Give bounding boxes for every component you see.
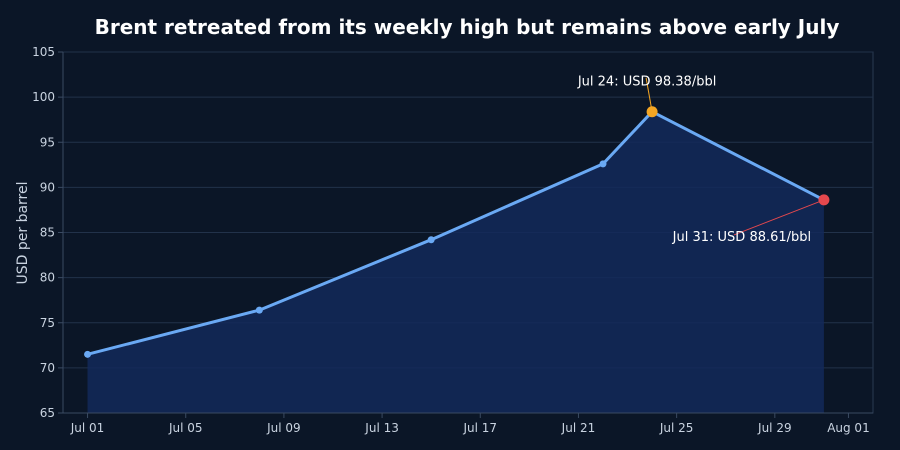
y-tick-label: 75 <box>40 316 55 330</box>
x-tick-label: Jul 09 <box>266 421 301 435</box>
annotations: Jul 24: USD 98.38/bbl Jul 31: USD 88.61/b… <box>577 75 830 245</box>
data-point <box>255 306 263 314</box>
annotation-leader <box>645 77 653 112</box>
data-points <box>84 160 607 358</box>
y-tick-label: 95 <box>40 135 55 149</box>
area-fill <box>87 111 824 413</box>
y-tick-label: 85 <box>40 226 55 240</box>
x-tick-label: Jul 17 <box>462 421 497 435</box>
y-tick-label: 70 <box>40 361 55 375</box>
y-tick-label: 100 <box>32 90 55 104</box>
x-tick-label: Jul 29 <box>757 421 792 435</box>
x-tick-label: Jul 13 <box>364 421 399 435</box>
x-tick-label: Jul 05 <box>168 421 203 435</box>
y-axis-label: USD per barrel <box>15 182 31 285</box>
area-fill-layer <box>87 111 824 413</box>
x-tick-label: Aug 01 <box>827 421 870 435</box>
data-point <box>427 236 435 244</box>
y-tick-label: 80 <box>40 271 55 285</box>
x-tick-label: Jul 21 <box>561 421 596 435</box>
highlight-point <box>646 106 658 118</box>
x-tick-label: Jul 01 <box>70 421 105 435</box>
series-line-layer <box>87 110 825 356</box>
annotation-leader <box>733 199 825 236</box>
y-tick-label: 90 <box>40 180 55 194</box>
annotation-label: Jul 31: USD 88.61/bbl <box>672 230 812 245</box>
series-line <box>87 110 825 356</box>
highlight-point <box>818 194 830 206</box>
axes: 65 70 75 80 85 90 95 100 105 Jul 01 Jul 05 Jul 09 Ju… <box>32 45 873 435</box>
x-tick-label: Jul 25 <box>659 421 694 435</box>
data-point <box>599 160 607 168</box>
annotation-label: Jul 24: USD 98.38/bbl <box>577 75 717 90</box>
data-point <box>84 350 92 358</box>
chart-title: Brent retreated from its weekly high but… <box>95 15 840 39</box>
y-tick-label: 105 <box>32 45 55 59</box>
y-tick-label: 65 <box>40 406 55 420</box>
